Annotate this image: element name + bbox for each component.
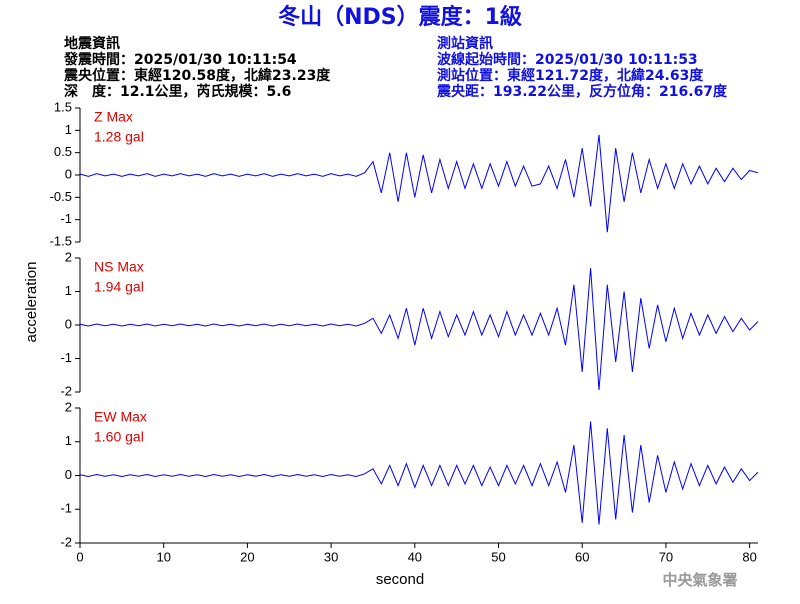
x-tick-label: 10 — [156, 549, 170, 564]
x-tick-label: 50 — [491, 549, 505, 564]
x-tick-label: 30 — [324, 549, 338, 564]
y-tick-label: -1 — [60, 501, 72, 516]
info-line: 發震時間：2025/01/30 10:11:54 — [63, 51, 297, 68]
x-tick-label: 80 — [742, 549, 756, 564]
y-tick-label: 2 — [65, 399, 72, 414]
x-tick-label: 40 — [408, 549, 422, 564]
y-tick-label: 1 — [65, 283, 72, 298]
info-line: 震央距：193.22公里，反方位角：216.67度 — [436, 83, 728, 100]
waveform — [79, 268, 759, 391]
event-info: 地震資訊 發震時間：2025/01/30 10:11:54 震央位置：東經120… — [63, 35, 331, 100]
info-line: 波線起始時間：2025/01/30 10:11:53 — [437, 51, 698, 68]
y-tick-label: 1 — [65, 433, 72, 448]
y-tick-label: -0.5 — [50, 189, 72, 204]
peak-value: 1.60 gal — [94, 429, 144, 445]
peak-value: 1.28 gal — [94, 129, 144, 145]
y-tick-label: 1 — [65, 122, 72, 137]
info-line: 地震資訊 — [64, 35, 120, 52]
x-tick-label: 70 — [659, 549, 673, 564]
waveform — [79, 134, 759, 233]
trace-label: Z Max — [94, 109, 133, 125]
y-tick-label: 0.5 — [54, 144, 72, 159]
info-line: 測站資訊 — [437, 35, 493, 52]
title: 冬山（NDS）震度：1級 — [278, 4, 522, 30]
y-tick-label: 0 — [65, 316, 72, 331]
y-tick-label: -1 — [60, 350, 72, 365]
trace-label: EW Max — [94, 409, 147, 425]
x-axis-title: second — [376, 571, 424, 588]
y-axis-title: acceleration — [23, 262, 40, 343]
info-line: 震央位置：東經120.58度，北緯23.23度 — [63, 67, 331, 84]
y-tick-label: -2 — [60, 534, 72, 549]
y-tick-label: -2 — [60, 383, 72, 398]
waveform — [79, 421, 759, 525]
x-tick-label: 20 — [240, 549, 254, 564]
y-tick-label: 1.5 — [54, 99, 72, 114]
trace-label: NS Max — [94, 259, 144, 275]
y-tick-label: 2 — [65, 249, 72, 264]
y-tick-label: 0 — [65, 166, 72, 181]
info-line: 深 度：12.1公里，芮氏規模：5.6 — [64, 83, 291, 100]
info-line: 測站位置：東經121.72度，北緯24.63度 — [437, 67, 704, 84]
peak-value: 1.94 gal — [94, 279, 144, 295]
footer: 中央氣象署 — [662, 571, 737, 589]
y-tick-label: 0 — [65, 467, 72, 482]
y-tick-label: -1.5 — [50, 233, 72, 248]
station-info: 測站資訊 波線起始時間：2025/01/30 10:11:53 測站位置：東經1… — [436, 35, 728, 100]
x-tick-label: 0 — [76, 549, 83, 564]
x-tick-label: 60 — [575, 549, 589, 564]
y-tick-label: -1 — [60, 211, 72, 226]
